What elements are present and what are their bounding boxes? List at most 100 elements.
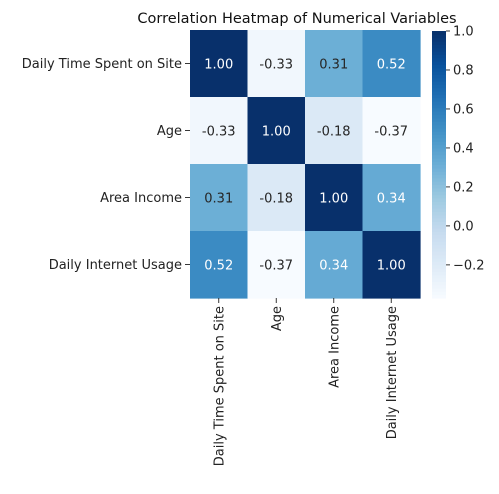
colorbar-segment (432, 61, 446, 65)
colorbar-segment (432, 277, 446, 282)
colorbar-segment (432, 157, 446, 162)
colorbar-segment (432, 54, 446, 59)
colorbar-segment (432, 167, 446, 172)
colorbar-segment (432, 141, 446, 146)
colorbar-segment (432, 37, 446, 42)
colorbar-segment (432, 177, 446, 182)
colorbar-segment (432, 57, 446, 62)
colorbar-segment (432, 194, 446, 199)
heatmap-cell-label: -0.37 (374, 125, 408, 140)
x-tick-label: Area Income (327, 306, 342, 388)
heatmap-cell (247, 30, 306, 98)
colorbar-segment (432, 101, 446, 106)
colorbar-segment (432, 271, 446, 276)
heatmap-cell (190, 164, 249, 232)
heatmap-cell-label: 0.34 (319, 259, 348, 274)
colorbar-segment (432, 67, 446, 72)
colorbar-segment (432, 94, 446, 99)
colorbar-tick-label: 1.0 (453, 25, 474, 40)
colorbar-tick-label: 0.8 (453, 63, 474, 78)
colorbar-segment (432, 97, 446, 102)
colorbar-segment (432, 171, 446, 176)
colorbar-segment (432, 131, 446, 136)
heatmap-cell (362, 30, 421, 98)
heatmap-cell (362, 231, 421, 299)
colorbar-segment (432, 184, 446, 189)
colorbar-tick-label: 0.2 (453, 180, 474, 195)
colorbar-segment (432, 294, 446, 299)
colorbar-segment (432, 104, 446, 109)
colorbar-segment (432, 114, 446, 119)
heatmap-cell-label: -0.33 (202, 125, 236, 140)
x-tick-label: Daily Time Spent on Site (212, 306, 227, 466)
colorbar-segment (432, 284, 446, 289)
heatmap-cell-label: 1.00 (319, 192, 348, 207)
heatmap-cell-label: 1.00 (204, 58, 233, 73)
colorbar-segment (432, 81, 446, 85)
colorbar-segment (432, 261, 446, 266)
heatmap-cell (305, 164, 364, 232)
colorbar-segment (432, 227, 446, 232)
colorbar-segment (432, 234, 446, 239)
heatmap-cell-label: 1.00 (377, 259, 406, 274)
colorbar-segment (432, 217, 446, 222)
colorbar-segment (432, 154, 446, 159)
colorbar-segment (432, 64, 446, 69)
heatmap-cell (247, 231, 306, 299)
colorbar-tick-label: 0.4 (453, 141, 474, 156)
colorbar-segment (432, 107, 446, 112)
colorbar-segment (432, 251, 446, 256)
colorbar-segment (432, 31, 446, 35)
colorbar-segment (432, 207, 446, 212)
colorbar-segment (432, 124, 446, 129)
heatmap-cell (247, 164, 306, 232)
colorbar-segment (432, 254, 446, 259)
heatmap-cell-label: 0.34 (377, 192, 406, 207)
colorbar-segment (432, 247, 446, 252)
colorbar-segment (432, 291, 446, 296)
colorbar-segment (432, 181, 446, 186)
colorbar-segment (432, 191, 446, 196)
heatmap-cell-label: -0.37 (259, 259, 293, 274)
colorbar-segment (432, 241, 446, 246)
heatmap-cell (247, 97, 306, 165)
colorbar-segment (432, 257, 446, 262)
heatmap-cell-label: 1.00 (262, 125, 291, 140)
colorbar-segment (432, 71, 446, 75)
colorbar-segment (432, 111, 446, 116)
heatmap-cell (305, 97, 364, 165)
colorbar-segment (432, 187, 446, 192)
heatmap-cell-label: 0.52 (377, 58, 406, 73)
colorbar-segment (432, 197, 446, 202)
colorbar-segment (432, 237, 446, 242)
heatmap-cell (190, 97, 249, 165)
colorbar-segment (432, 47, 446, 52)
colorbar-segment (432, 281, 446, 286)
colorbar-segment (432, 201, 446, 206)
colorbar-segment (432, 134, 446, 139)
chart-title: Correlation Heatmap of Numerical Variabl… (137, 11, 456, 27)
y-axis: Daily Time Spent on Site Age Area Income Da… (22, 57, 190, 273)
colorbar-segment (432, 117, 446, 122)
colorbar-tick-label: 0.0 (453, 219, 474, 234)
colorbar-tick-label: 0.6 (453, 102, 474, 117)
colorbar-tick-label: −0.2 (453, 258, 485, 273)
colorbar-segment (432, 214, 446, 219)
colorbar-segment (432, 74, 446, 79)
colorbar-segment (432, 77, 446, 82)
heatmap-cell-label: -0.33 (259, 58, 293, 73)
x-tick-label: Daily Internet Usage (385, 306, 400, 439)
heatmap-cell-label: -0.18 (259, 192, 293, 207)
colorbar-segment (432, 267, 446, 272)
heatmap-cell (190, 30, 249, 98)
colorbar-segment (432, 51, 446, 55)
y-tick-label: Area Income (100, 191, 182, 206)
heatmap-cell-label: 0.31 (319, 58, 348, 73)
colorbar-segment (432, 211, 446, 216)
colorbar-segment (432, 121, 446, 126)
colorbar-segment (432, 147, 446, 152)
heatmap-cell (362, 97, 421, 165)
colorbar-segment (432, 204, 446, 209)
heatmap-cell (305, 231, 364, 299)
